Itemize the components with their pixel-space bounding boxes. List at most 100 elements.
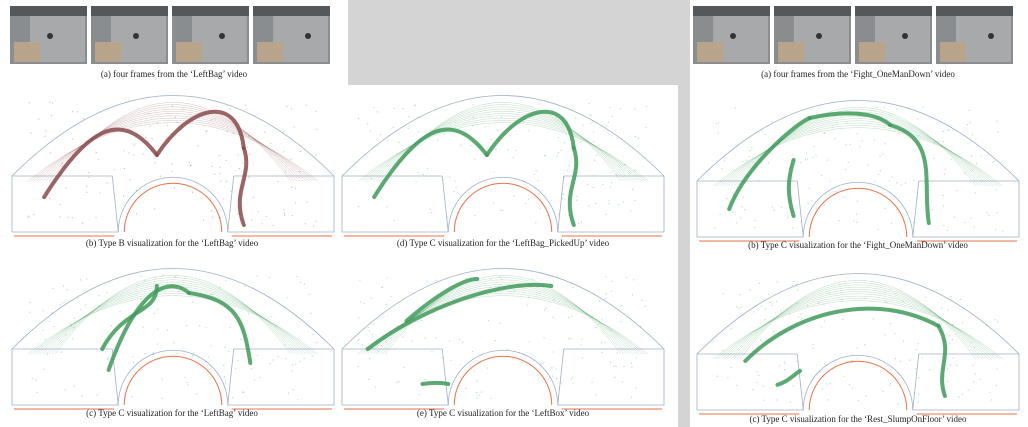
point	[896, 182, 897, 183]
point	[618, 204, 619, 205]
point	[370, 130, 371, 131]
point	[273, 359, 274, 360]
point	[599, 300, 600, 301]
point	[986, 325, 987, 326]
point	[866, 395, 867, 396]
point	[761, 306, 762, 307]
point	[864, 344, 865, 345]
frame-wall	[172, 6, 249, 16]
point	[943, 195, 944, 196]
point	[913, 392, 914, 393]
point	[768, 162, 769, 163]
point	[879, 156, 880, 157]
point	[986, 212, 987, 213]
point	[292, 215, 293, 216]
point	[947, 230, 948, 231]
figure-page: (a) four frames from the ‘LeftBag’ video…	[0, 0, 1028, 427]
point	[588, 103, 589, 104]
point	[285, 171, 286, 172]
point	[917, 402, 918, 403]
point	[386, 206, 387, 207]
point	[507, 349, 508, 350]
point	[436, 280, 437, 281]
caption: (d) Type C visualization for the ‘LeftBa…	[397, 238, 610, 248]
point	[575, 117, 576, 118]
point	[558, 137, 559, 138]
point	[358, 340, 359, 341]
point	[634, 170, 635, 171]
point	[714, 227, 715, 228]
point	[972, 365, 973, 366]
point	[500, 323, 501, 324]
frame-person	[305, 33, 311, 39]
point	[997, 212, 998, 213]
point	[226, 181, 227, 182]
point	[225, 280, 226, 281]
point	[162, 378, 163, 379]
point	[476, 398, 477, 399]
point	[237, 214, 238, 215]
point	[856, 222, 857, 223]
point	[996, 385, 997, 386]
point	[394, 220, 395, 221]
point	[269, 277, 270, 278]
point	[553, 351, 554, 352]
point	[258, 211, 259, 212]
point	[768, 293, 769, 294]
point	[896, 209, 897, 210]
point	[742, 197, 743, 198]
point	[949, 335, 950, 336]
point	[975, 192, 976, 193]
point	[545, 155, 546, 156]
point	[128, 152, 129, 153]
point	[86, 192, 87, 193]
point	[952, 339, 953, 340]
point	[811, 200, 812, 201]
point	[291, 108, 292, 109]
point	[850, 144, 851, 145]
caption: (e) Type C visualization for the ‘LeftBo…	[417, 408, 590, 418]
point	[947, 368, 948, 369]
point	[233, 133, 234, 134]
visualization	[342, 96, 664, 237]
point	[491, 139, 492, 140]
point	[488, 320, 489, 321]
point	[493, 202, 494, 203]
point	[36, 379, 37, 380]
point	[952, 324, 953, 325]
point	[312, 355, 313, 356]
point	[838, 220, 839, 221]
point	[28, 216, 29, 217]
point	[716, 123, 717, 124]
point	[198, 145, 199, 146]
gray-strip	[678, 0, 690, 427]
point	[528, 199, 529, 200]
point	[784, 361, 785, 362]
point	[929, 369, 930, 370]
point	[514, 290, 515, 291]
point	[638, 138, 639, 139]
point	[925, 297, 926, 298]
point	[98, 295, 99, 296]
point	[300, 151, 301, 152]
point	[634, 200, 635, 201]
point	[620, 321, 621, 322]
frame-wall	[855, 6, 932, 16]
frame-detail	[257, 42, 283, 62]
point	[528, 130, 529, 131]
point	[558, 214, 559, 215]
point	[779, 365, 780, 366]
point	[294, 126, 295, 127]
point	[358, 206, 359, 207]
point	[123, 150, 124, 151]
point	[473, 104, 474, 105]
point	[602, 184, 603, 185]
point	[773, 209, 774, 210]
point	[175, 276, 176, 277]
point	[539, 103, 540, 104]
point	[47, 354, 48, 355]
point	[382, 286, 383, 287]
point	[631, 396, 632, 397]
point	[757, 371, 758, 372]
point	[501, 279, 502, 280]
